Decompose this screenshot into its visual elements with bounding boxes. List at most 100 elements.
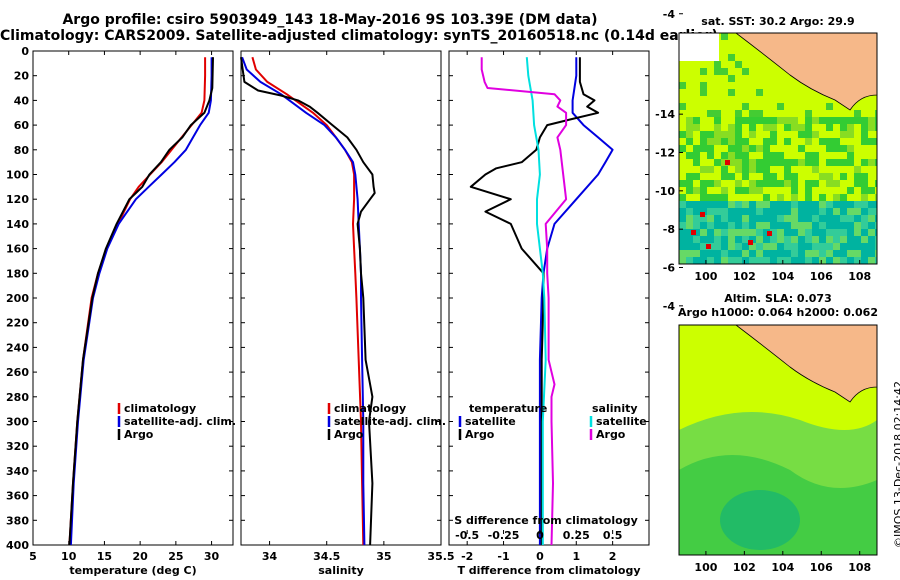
sst-cell [763, 166, 770, 173]
sst-cell [840, 208, 847, 215]
temperature-legend-label: satellite-adj. clim. [124, 415, 236, 428]
sst-cell [679, 103, 686, 110]
sst-cell [840, 229, 847, 236]
sst-cell [777, 208, 784, 215]
sst-cell [714, 222, 721, 229]
sst-cell [728, 124, 735, 131]
sst-cell [868, 250, 875, 257]
sst-cell [798, 250, 805, 257]
sst-cell [854, 208, 861, 215]
sst-cell [819, 173, 826, 180]
sst-cell [679, 222, 686, 229]
sst-cell [819, 257, 826, 264]
sst-cell [854, 243, 861, 250]
sst-cell [770, 243, 777, 250]
sst-cell [686, 201, 693, 208]
sst-cell [742, 250, 749, 257]
sst-cell [868, 257, 875, 264]
sst-cell [721, 187, 728, 194]
sst-cell [861, 124, 868, 131]
sst-cell [847, 124, 854, 131]
series-line-argo [240, 57, 376, 546]
y-tick-label: 40 [14, 94, 30, 107]
series-line-satellite-adj-clim- [241, 56, 366, 546]
sst-cell [756, 89, 763, 96]
sst-cell [833, 208, 840, 215]
sst-cell [847, 201, 854, 208]
x-tick-label: 20 [132, 550, 148, 563]
sst-cell [812, 131, 819, 138]
map-y-tick-label: -14 [655, 108, 675, 121]
sst-cell [819, 229, 826, 236]
sst-cell [728, 173, 735, 180]
sst-cell [791, 194, 798, 201]
sst-cell [693, 145, 700, 152]
sst-cell [735, 152, 742, 159]
sst-cell [826, 145, 833, 152]
sst-cell [714, 194, 721, 201]
sst-cell [693, 208, 700, 215]
sst-cell [847, 229, 854, 236]
sst-cell [805, 110, 812, 117]
sst-cell [707, 152, 714, 159]
land [735, 33, 877, 111]
sst-cell [812, 229, 819, 236]
sst-cell [770, 159, 777, 166]
missing-data [679, 33, 719, 61]
x-tick-label: 2 [609, 550, 617, 563]
y-tick-label: 280 [6, 391, 29, 404]
sst-cell [686, 180, 693, 187]
sst-cell [686, 250, 693, 257]
sst-cell [679, 82, 686, 89]
sst-cell [819, 236, 826, 243]
sst-cell [714, 208, 721, 215]
sst-cell [714, 250, 721, 257]
sst-cell [784, 229, 791, 236]
sst-cell [798, 159, 805, 166]
sst-cell [833, 194, 840, 201]
sst-cell [847, 236, 854, 243]
sst-cell [679, 229, 686, 236]
y-tick-label: 260 [6, 366, 29, 379]
x-tick-label: -1 [497, 550, 509, 563]
sst-cell [798, 208, 805, 215]
sst-cell [693, 250, 700, 257]
map-y-tick-label: -4 [663, 8, 676, 21]
sst-cell [756, 222, 763, 229]
sst-cell [742, 166, 749, 173]
sst-cell [812, 117, 819, 124]
sst-cell [812, 236, 819, 243]
sst-cell [749, 229, 756, 236]
sst-cell [679, 145, 686, 152]
diff-legend-salinity-heading: salinity [592, 402, 638, 415]
sst-cell [686, 117, 693, 124]
sst-cell [791, 215, 798, 222]
sst-cell [805, 187, 812, 194]
sst-cell [805, 159, 812, 166]
sst-cell [700, 229, 707, 236]
sst-hot-cell [691, 230, 696, 235]
sst-cell [693, 222, 700, 229]
sst-cell [868, 236, 875, 243]
sst-cell [707, 194, 714, 201]
sst-cell [826, 257, 833, 264]
sst-cell [770, 208, 777, 215]
temperature-legend-label: Argo [124, 428, 154, 441]
sst-cell [763, 180, 770, 187]
sst-cell [749, 110, 756, 117]
sst-cell [875, 124, 877, 131]
credit-text: ©IMOS 13-Dec-2018 02:14:42 [892, 381, 900, 548]
sst-cell [735, 117, 742, 124]
y-tick-label: 220 [6, 317, 29, 330]
sst-cell [714, 236, 721, 243]
sst-cell [812, 243, 819, 250]
sst-cell [805, 180, 812, 187]
sst-cell [868, 201, 875, 208]
sst-cell [854, 173, 861, 180]
title-line-1: Argo profile: csiro 5903949_143 18-May-2… [62, 12, 598, 28]
sst-cell [700, 89, 707, 96]
sst-cell [679, 180, 686, 187]
sst-cell [700, 236, 707, 243]
sst-cell [868, 138, 875, 145]
sst-cell [686, 208, 693, 215]
